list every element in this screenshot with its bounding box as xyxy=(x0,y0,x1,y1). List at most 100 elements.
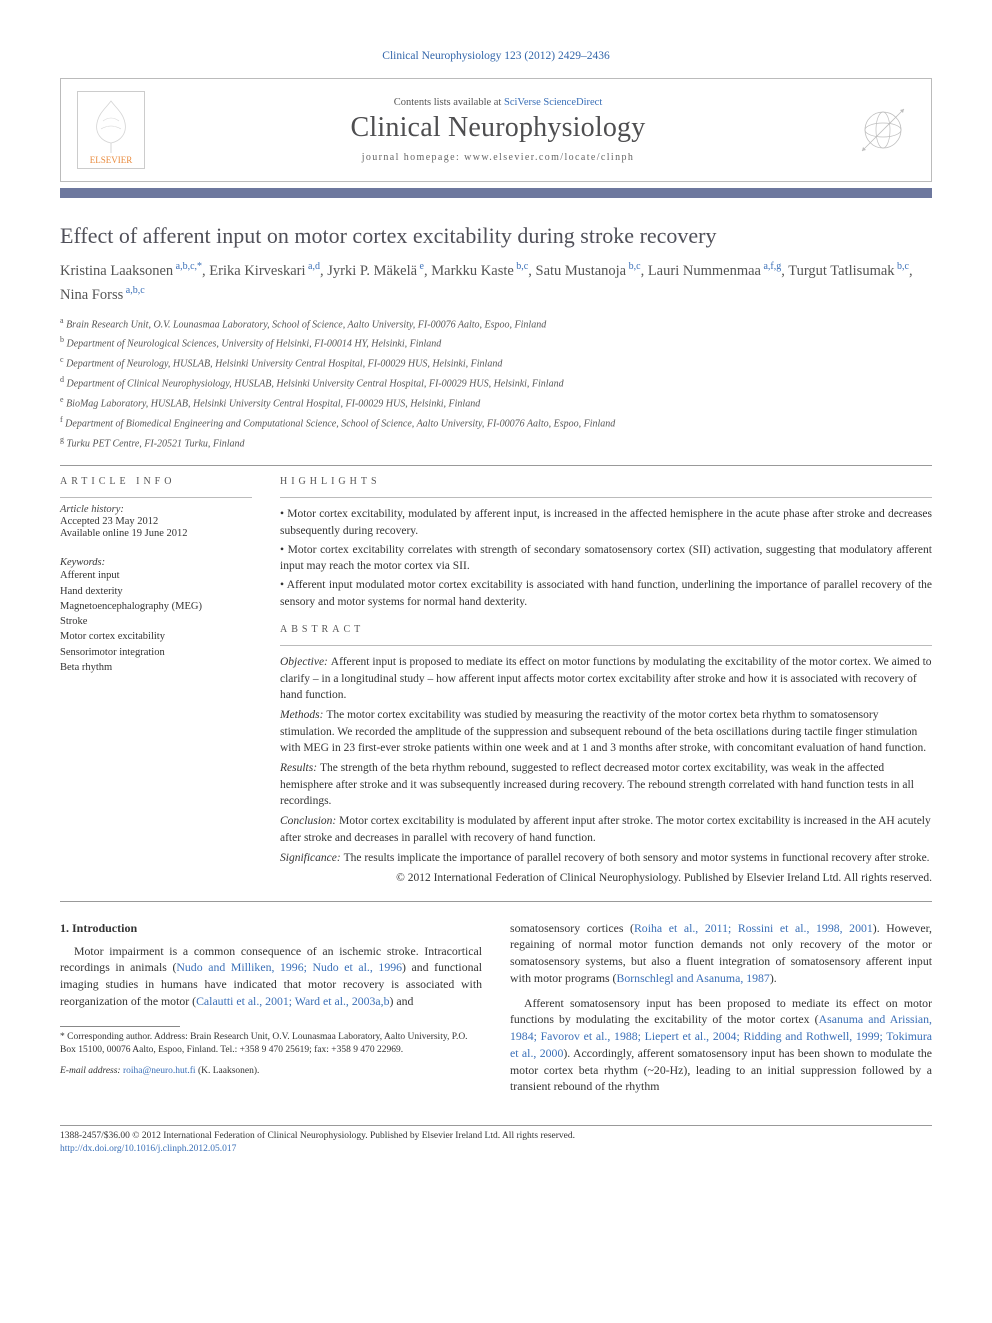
affil-sup: f xyxy=(60,415,63,424)
affil-sup: a xyxy=(60,316,64,325)
history-label: Article history: xyxy=(60,504,252,515)
intro-paragraph: somatosensory cortices (Roiha et al., 20… xyxy=(510,920,932,987)
citation-link[interactable]: Bornschlegl and Asanuma, 1987 xyxy=(616,971,769,985)
intro-paragraph: Afferent somatosensory input has been pr… xyxy=(510,995,932,1096)
author-name: Lauri Nummenmaa xyxy=(648,263,761,279)
body-text: ). Accordingly, afferent somatosensory i… xyxy=(510,1046,932,1094)
contents-line: Contents lists available at SciVerse Sci… xyxy=(145,97,851,108)
email-link[interactable]: roiha@neuro.hut.fi xyxy=(123,1066,196,1076)
author-name: Kristina Laaksonen xyxy=(60,263,173,279)
body-text: ) and xyxy=(390,994,414,1008)
doi-link[interactable]: http://dx.doi.org/10.1016/j.clinph.2012.… xyxy=(60,1144,236,1154)
affiliation-line: f Department of Biomedical Engineering a… xyxy=(60,414,932,432)
abstract-text: The strength of the beta rhythm rebound,… xyxy=(280,762,914,807)
intro-paragraph: Motor impairment is a common consequence… xyxy=(60,943,482,1010)
author-name: Satu Mustanoja xyxy=(536,263,627,279)
abstract-section: Objective: Afferent input is proposed to… xyxy=(280,654,932,703)
abstract-text: Motor cortex excitability is modulated b… xyxy=(280,815,931,843)
author-name: Nina Forss xyxy=(60,287,123,303)
affiliation-line: a Brain Research Unit, O.V. Lounasmaa La… xyxy=(60,315,932,333)
affil-sup: e xyxy=(60,395,64,404)
abstract-label: Significance: xyxy=(280,852,344,864)
abstract-section: Results: The strength of the beta rhythm… xyxy=(280,760,932,809)
abstract-text: Afferent input is proposed to mediate it… xyxy=(280,656,932,701)
sciencedirect-link[interactable]: SciVerse ScienceDirect xyxy=(504,97,602,108)
affiliation-line: b Department of Neurological Sciences, U… xyxy=(60,334,932,352)
highlights-heading: HIGHLIGHTS xyxy=(280,476,932,487)
abstract-text: The results implicate the importance of … xyxy=(344,852,930,864)
author-affil-sup: a,b,c xyxy=(123,285,144,296)
ifcn-logo xyxy=(851,98,915,162)
abstract-label: Methods: xyxy=(280,709,326,721)
body-text: ). xyxy=(770,971,777,985)
journal-title: Clinical Neurophysiology xyxy=(145,112,851,144)
author-name: Erika Kirveskari xyxy=(209,263,305,279)
author-affil-sup: b,c xyxy=(895,262,909,273)
abstract-section: Conclusion: Motor cortex excitability is… xyxy=(280,813,932,846)
keyword-item: Magnetoencephalography (MEG) xyxy=(60,599,252,614)
section-rule-2 xyxy=(60,901,932,902)
abstract-label: Results: xyxy=(280,762,320,774)
author-affil-sup: a,f,g xyxy=(761,262,781,273)
keyword-item: Beta rhythm xyxy=(60,660,252,675)
abstract-section: Methods: The motor cortex excitability w… xyxy=(280,707,932,756)
author-affil-sup: b,c xyxy=(514,262,528,273)
section-rule xyxy=(60,465,932,466)
keyword-item: Hand dexterity xyxy=(60,584,252,599)
elsevier-tree-icon xyxy=(87,99,135,155)
history-item: Accepted 23 May 2012 xyxy=(60,516,252,527)
author-name: Markku Kaste xyxy=(431,263,514,279)
history-item: Available online 19 June 2012 xyxy=(60,528,252,539)
copyright-line: © 2012 International Federation of Clini… xyxy=(280,870,932,886)
journal-reference: Clinical Neurophysiology 123 (2012) 2429… xyxy=(60,50,932,62)
author-affil-sup: a,b,c,* xyxy=(173,262,202,273)
affil-sup: b xyxy=(60,335,64,344)
highlight-item: • Motor cortex excitability correlates w… xyxy=(280,542,932,575)
author-name: Turgut Tatlisumak xyxy=(788,263,894,279)
body-text: somatosensory cortices ( xyxy=(510,921,634,935)
affil-sup: g xyxy=(60,435,64,444)
abstract-heading: ABSTRACT xyxy=(280,624,932,635)
article-title: Effect of afferent input on motor cortex… xyxy=(60,222,932,250)
keyword-item: Motor cortex excitability xyxy=(60,629,252,644)
contents-prefix: Contents lists available at xyxy=(394,97,504,108)
keyword-item: Stroke xyxy=(60,614,252,629)
highlight-item: • Afferent input modulated motor cortex … xyxy=(280,577,932,610)
journal-header: ELSEVIER Contents lists available at Sci… xyxy=(60,78,932,182)
article-info-heading: ARTICLE INFO xyxy=(60,476,252,487)
homepage-prefix: journal homepage: xyxy=(362,152,464,163)
affil-sup: d xyxy=(60,375,64,384)
abstract-section: Significance: The results implicate the … xyxy=(280,850,932,866)
issn-copyright: 1388-2457/$36.00 © 2012 International Fe… xyxy=(60,1130,932,1143)
elsevier-logo: ELSEVIER xyxy=(77,91,145,169)
homepage-line: journal homepage: www.elsevier.com/locat… xyxy=(145,152,851,163)
affiliation-line: c Department of Neurology, HUSLAB, Helsi… xyxy=(60,354,932,372)
author-affil-sup: a,d xyxy=(306,262,320,273)
highlight-item: • Motor cortex excitability, modulated b… xyxy=(280,506,932,539)
footnote-rule xyxy=(60,1026,180,1027)
abstract-label: Conclusion: xyxy=(280,815,339,827)
keyword-item: Afferent input xyxy=(60,568,252,583)
author-affil-sup: e xyxy=(417,262,424,273)
affiliation-line: d Department of Clinical Neurophysiology… xyxy=(60,374,932,392)
author-name: Jyrki P. Mäkelä xyxy=(327,263,417,279)
affil-sup: c xyxy=(60,355,64,364)
abstract-text: The motor cortex excitability was studie… xyxy=(280,709,926,754)
affiliation-line: e BioMag Laboratory, HUSLAB, Helsinki Un… xyxy=(60,394,932,412)
email-author: (K. Laaksonen). xyxy=(198,1066,259,1076)
email-label: E-mail address: xyxy=(60,1066,121,1076)
email-footnote: E-mail address: roiha@neuro.hut.fi (K. L… xyxy=(60,1065,482,1078)
intro-heading: 1. Introduction xyxy=(60,920,482,937)
citation-link[interactable]: Calautti et al., 2001; Ward et al., 2003… xyxy=(196,994,389,1008)
keyword-item: Sensorimotor integration xyxy=(60,645,252,660)
elsevier-label: ELSEVIER xyxy=(90,155,133,165)
homepage-url[interactable]: www.elsevier.com/locate/clinph xyxy=(464,152,634,163)
citation-link[interactable]: Roiha et al., 2011; Rossini et al., 1998… xyxy=(634,921,873,935)
keywords-label: Keywords: xyxy=(60,557,252,568)
abstract-label: Objective: xyxy=(280,656,331,668)
corresponding-author-footnote: * Corresponding author. Address: Brain R… xyxy=(60,1031,482,1058)
affiliation-line: g Turku PET Centre, FI-20521 Turku, Finl… xyxy=(60,434,932,452)
bottom-rule xyxy=(60,1125,932,1126)
header-rule-bar xyxy=(60,188,932,198)
citation-link[interactable]: Nudo and Milliken, 1996; Nudo et al., 19… xyxy=(176,960,402,974)
